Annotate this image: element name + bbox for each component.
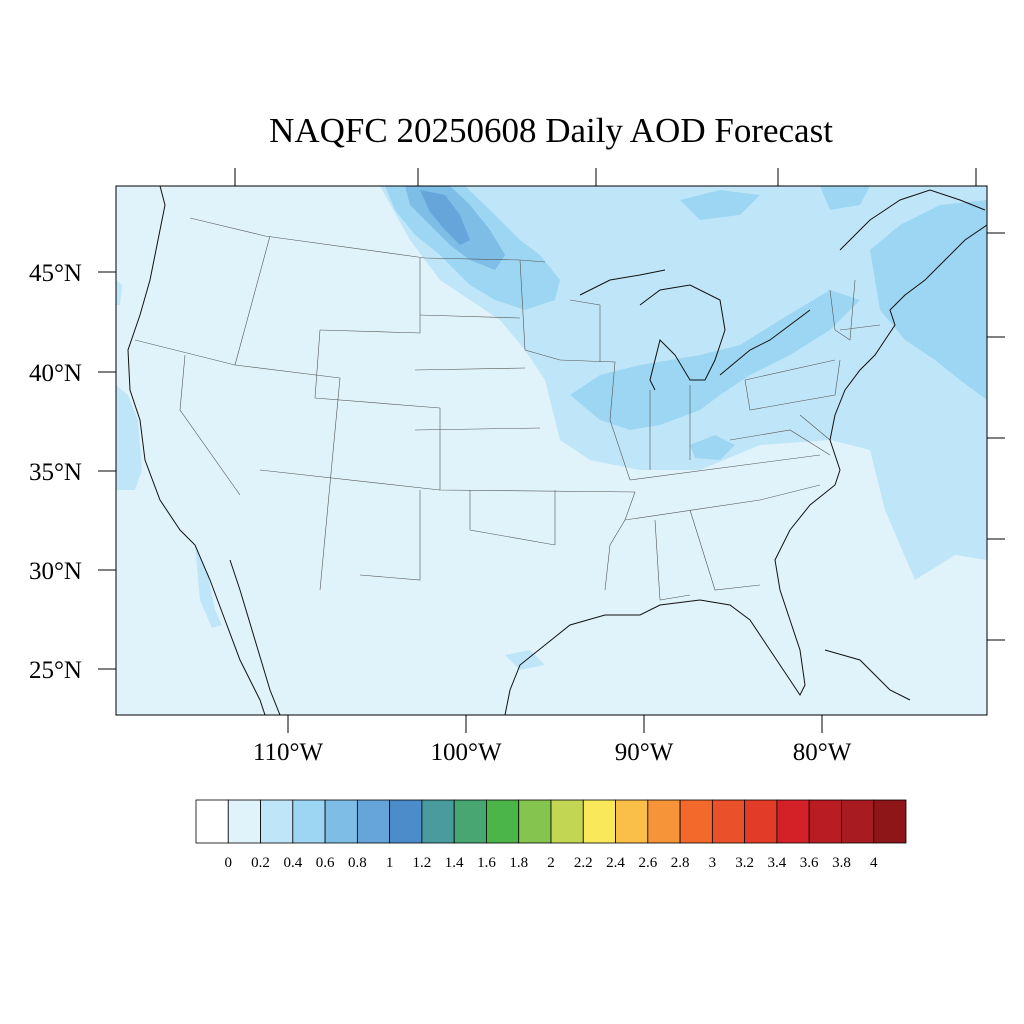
- aod-patch-pacific-nw: [116, 280, 122, 305]
- aod-patch-ontario: [680, 190, 760, 220]
- colorbar-swatch: [356, 799, 391, 844]
- lat-label-40n: 40°N: [29, 360, 82, 387]
- colorbar-tick-label: 1.6: [477, 855, 496, 871]
- colorbar-swatch: [873, 799, 907, 844]
- colorbar-tick-label: 2.8: [671, 855, 690, 871]
- coastlines: [127, 186, 987, 715]
- aod-patch-west-coast: [116, 385, 142, 490]
- colorbar-swatch: [744, 799, 778, 844]
- colorbar-tick-label: 0: [225, 855, 233, 871]
- colorbar-swatch: [486, 799, 520, 844]
- colorbar-swatch: [227, 799, 261, 844]
- colorbar-swatch: [195, 799, 229, 844]
- colorbar-tick-label: 3.8: [832, 855, 851, 871]
- lon-label-110w: 110°W: [253, 739, 324, 766]
- lat-label-35n: 35°N: [29, 459, 82, 486]
- colorbar-swatch: [324, 799, 358, 844]
- colorbar-swatch: [647, 799, 681, 844]
- colorbar-swatch: [841, 799, 875, 844]
- colorbar-swatch: [550, 799, 584, 844]
- colorbar-tick-label: 4: [870, 855, 878, 871]
- aod-patch-ohio-valley: [690, 435, 735, 460]
- colorbar-tick-label: 3.2: [735, 855, 754, 871]
- aod-patch-gulf: [505, 650, 545, 670]
- colorbar-tick-label: 1.4: [445, 855, 464, 871]
- colorbar-tick-label: 1: [386, 855, 394, 871]
- colorbar-swatch: [582, 799, 616, 844]
- colorbar-tick-label: 1.2: [413, 855, 432, 871]
- colorbar-swatch: [615, 799, 649, 844]
- aod-peak-north-dakota: [420, 190, 470, 245]
- colorbar-swatch: [292, 799, 326, 844]
- lon-label-100w: 100°W: [430, 739, 501, 766]
- colorbar-tick-label: 0.6: [316, 855, 335, 871]
- colorbar-swatch: [421, 799, 455, 844]
- colorbar-tick-label: 2.6: [638, 855, 657, 871]
- aod-patch-baja: [195, 545, 222, 628]
- colorbar-tick-label: 3.4: [768, 855, 787, 871]
- colorbar-swatch: [453, 799, 487, 844]
- colorbar-swatch: [389, 799, 423, 844]
- colorbar-tick-label: 1.8: [509, 855, 528, 871]
- colorbar-tick-label: 3.6: [800, 855, 819, 871]
- colorbar-swatch: [711, 799, 746, 844]
- colorbar-tick-label: 2.2: [574, 855, 593, 871]
- lat-label-25n: 25°N: [29, 657, 82, 684]
- colorbar-swatch: [776, 799, 810, 844]
- lat-label-30n: 30°N: [29, 558, 82, 585]
- lat-label-45n: 45°N: [29, 260, 82, 287]
- aod-patch-northeast-atlantic: [870, 200, 987, 400]
- map-title: NAQFC 20250608 Daily AOD Forecast: [269, 111, 833, 150]
- lon-label-90w: 90°W: [615, 739, 674, 766]
- colorbar: 0 0.2 0.4 0.6 0.8 1 1.2 1.4 1.6 1.8 2 2.2 2.4 2.6 2.8 3…: [195, 799, 907, 871]
- colorbar-swatch: [808, 799, 842, 844]
- colorbar-swatch: [679, 799, 713, 844]
- colorbar-swatch: [260, 799, 294, 844]
- colorbar-tick-label: 3: [709, 855, 717, 871]
- map-frame: [115, 185, 988, 716]
- state-boundaries: [134, 217, 881, 601]
- colorbar-tick-label: 0.2: [251, 855, 270, 871]
- colorbar-swatch: [518, 799, 552, 844]
- colorbar-tick-label: 2: [547, 855, 555, 871]
- tick-marks: [98, 168, 1005, 733]
- colorbar-tick-label: 2.4: [606, 855, 625, 871]
- map-area: [116, 186, 987, 715]
- lon-label-80w: 80°W: [793, 739, 852, 766]
- colorbar-tick-label: 0.4: [283, 855, 302, 871]
- aod-patch-quebec: [820, 186, 870, 210]
- colorbar-tick-label: 0.8: [348, 855, 367, 871]
